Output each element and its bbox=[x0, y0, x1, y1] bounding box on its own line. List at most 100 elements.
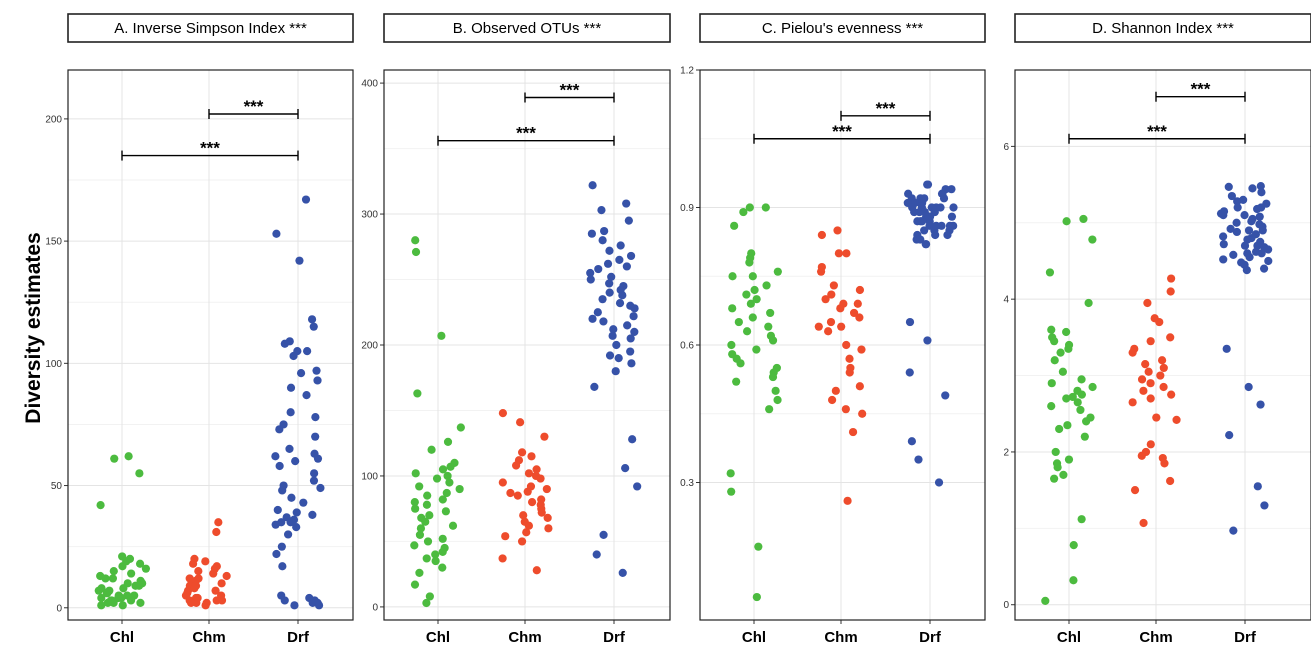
data-point bbox=[316, 483, 325, 493]
data-point bbox=[814, 322, 823, 331]
data-point bbox=[543, 513, 552, 522]
data-point bbox=[1242, 266, 1251, 275]
data-point bbox=[308, 510, 317, 519]
y-tick-label: 0 bbox=[1003, 600, 1009, 611]
data-point bbox=[622, 199, 631, 208]
data-point bbox=[498, 478, 507, 487]
y-tick-label: 0.9 bbox=[680, 203, 694, 214]
data-point bbox=[536, 474, 545, 483]
data-point bbox=[1077, 390, 1086, 399]
data-point bbox=[532, 566, 541, 575]
data-point bbox=[125, 554, 135, 563]
data-point bbox=[540, 432, 549, 441]
data-point bbox=[272, 229, 281, 238]
data-point bbox=[103, 589, 112, 598]
data-point bbox=[511, 461, 521, 470]
data-point bbox=[1053, 463, 1062, 472]
data-point bbox=[110, 454, 119, 463]
data-point bbox=[1257, 188, 1266, 197]
data-point bbox=[135, 469, 144, 478]
data-point bbox=[1130, 486, 1140, 495]
data-point bbox=[916, 217, 925, 226]
data-point bbox=[605, 246, 614, 255]
data-point bbox=[513, 491, 522, 500]
data-point bbox=[914, 455, 923, 464]
data-point bbox=[201, 601, 210, 610]
data-point bbox=[1080, 432, 1089, 441]
data-point bbox=[615, 255, 624, 264]
data-point bbox=[607, 272, 616, 282]
significance-label: *** bbox=[1147, 122, 1167, 141]
data-point bbox=[289, 351, 298, 361]
data-point bbox=[1050, 474, 1059, 483]
data-point bbox=[1082, 417, 1091, 426]
data-point bbox=[923, 336, 932, 345]
data-point bbox=[1064, 344, 1073, 353]
data-point bbox=[210, 564, 220, 573]
y-tick-label: 4 bbox=[1003, 295, 1009, 306]
data-point bbox=[1077, 515, 1086, 524]
data-point bbox=[1144, 367, 1153, 376]
data-point bbox=[1079, 214, 1088, 224]
data-point bbox=[1062, 217, 1071, 226]
data-point bbox=[278, 486, 287, 495]
data-point bbox=[621, 463, 630, 473]
data-point bbox=[280, 596, 289, 605]
data-point bbox=[109, 567, 118, 576]
data-point bbox=[1146, 394, 1155, 403]
data-point bbox=[600, 226, 609, 236]
data-point bbox=[214, 518, 223, 527]
data-point bbox=[1166, 333, 1175, 342]
data-point bbox=[949, 203, 958, 212]
data-point bbox=[201, 557, 210, 566]
data-point bbox=[275, 461, 284, 471]
data-point bbox=[411, 504, 420, 513]
data-point bbox=[923, 180, 933, 189]
data-point bbox=[1253, 204, 1262, 214]
data-point bbox=[1069, 576, 1078, 585]
data-point bbox=[1084, 298, 1093, 308]
significance-label: *** bbox=[516, 124, 536, 143]
data-point bbox=[1256, 400, 1265, 409]
data-point bbox=[615, 298, 625, 308]
data-point bbox=[609, 325, 618, 334]
data-point bbox=[286, 408, 295, 417]
data-point bbox=[752, 345, 761, 354]
data-point bbox=[443, 471, 452, 481]
data-point bbox=[285, 444, 294, 453]
data-point bbox=[821, 295, 830, 304]
panel-title: A. Inverse Simpson Index *** bbox=[114, 20, 307, 37]
data-point bbox=[96, 501, 105, 510]
data-point bbox=[431, 550, 440, 559]
data-point bbox=[415, 482, 424, 491]
data-point bbox=[616, 241, 625, 250]
data-point bbox=[941, 391, 950, 400]
data-point bbox=[310, 469, 319, 478]
significance-label: *** bbox=[244, 97, 264, 116]
data-point bbox=[292, 508, 301, 517]
data-point bbox=[752, 592, 761, 602]
data-point bbox=[727, 340, 736, 350]
data-point bbox=[623, 321, 632, 330]
data-point bbox=[537, 508, 546, 517]
data-point bbox=[1058, 367, 1067, 376]
data-point bbox=[1227, 191, 1236, 201]
x-category-label: Drf bbox=[287, 629, 310, 646]
data-point bbox=[945, 221, 955, 230]
data-point bbox=[286, 518, 295, 527]
data-point bbox=[734, 317, 743, 327]
data-point bbox=[311, 413, 320, 422]
data-point bbox=[410, 498, 419, 507]
data-point bbox=[936, 203, 945, 212]
data-point bbox=[1229, 250, 1238, 259]
data-point bbox=[726, 469, 735, 478]
x-category-label: Chm bbox=[508, 629, 541, 646]
data-point bbox=[296, 369, 306, 378]
y-tick-label: 0 bbox=[56, 603, 62, 614]
data-point bbox=[1260, 501, 1269, 510]
data-point bbox=[920, 207, 929, 217]
data-point bbox=[542, 484, 551, 494]
data-point bbox=[423, 491, 432, 500]
data-point bbox=[498, 554, 507, 563]
data-point bbox=[1219, 255, 1228, 264]
